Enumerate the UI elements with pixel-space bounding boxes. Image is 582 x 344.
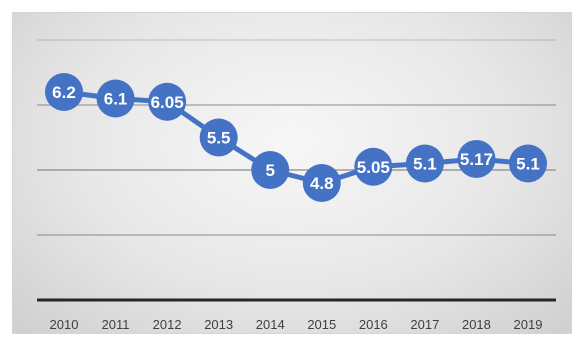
data-point-2010: [45, 73, 83, 111]
x-tick-label-2017: 2017: [410, 317, 439, 332]
data-label-2014: 5: [265, 161, 274, 180]
data-point-2018: [457, 139, 496, 178]
data-point-2011: [96, 79, 135, 118]
x-tick-label-2015: 2015: [307, 317, 336, 332]
data-points: 6.2 6.1 6.05 5.5 5 4.8 5.05 5.1 5.17 5.1: [45, 73, 547, 202]
data-label-2019: 5.1: [516, 155, 540, 174]
data-label-2012: 6.05: [151, 93, 184, 112]
x-tick-label-2013: 2013: [204, 317, 233, 332]
data-point-2014: [251, 151, 290, 189]
data-label-2010: 6.2: [52, 83, 76, 102]
data-label-2013: 5.5: [207, 129, 231, 148]
data-point-2015: [302, 164, 341, 202]
data-point-2013: [199, 118, 238, 157]
data-label-2018: 5.17: [460, 150, 493, 169]
x-tick-label-2014: 2014: [256, 317, 285, 332]
data-point-2016: [354, 147, 393, 186]
data-point-2012: [148, 82, 187, 121]
data-label-2017: 5.1: [413, 155, 437, 174]
data-point-2017: [405, 144, 444, 183]
series-line-path: [63, 89, 529, 186]
x-tick-label-2019: 2019: [514, 317, 543, 332]
data-label-2011: 6.1: [104, 90, 128, 109]
x-tick-label-2012: 2012: [153, 317, 182, 332]
gridlines: [37, 39, 556, 236]
data-label-2015: 4.8: [310, 174, 334, 193]
x-axis-tick-labels: 2010 2011 2012 2013 2014 2015 2016 2017 2018 2019: [50, 317, 543, 332]
x-tick-label-2016: 2016: [359, 317, 388, 332]
data-label-2016: 5.05: [357, 158, 390, 177]
x-tick-label-2011: 2011: [102, 317, 130, 332]
data-point-2019: [509, 144, 547, 183]
x-tick-label-2010: 2010: [50, 317, 79, 332]
x-tick-label-2018: 2018: [462, 317, 491, 332]
series-line: [63, 89, 529, 186]
